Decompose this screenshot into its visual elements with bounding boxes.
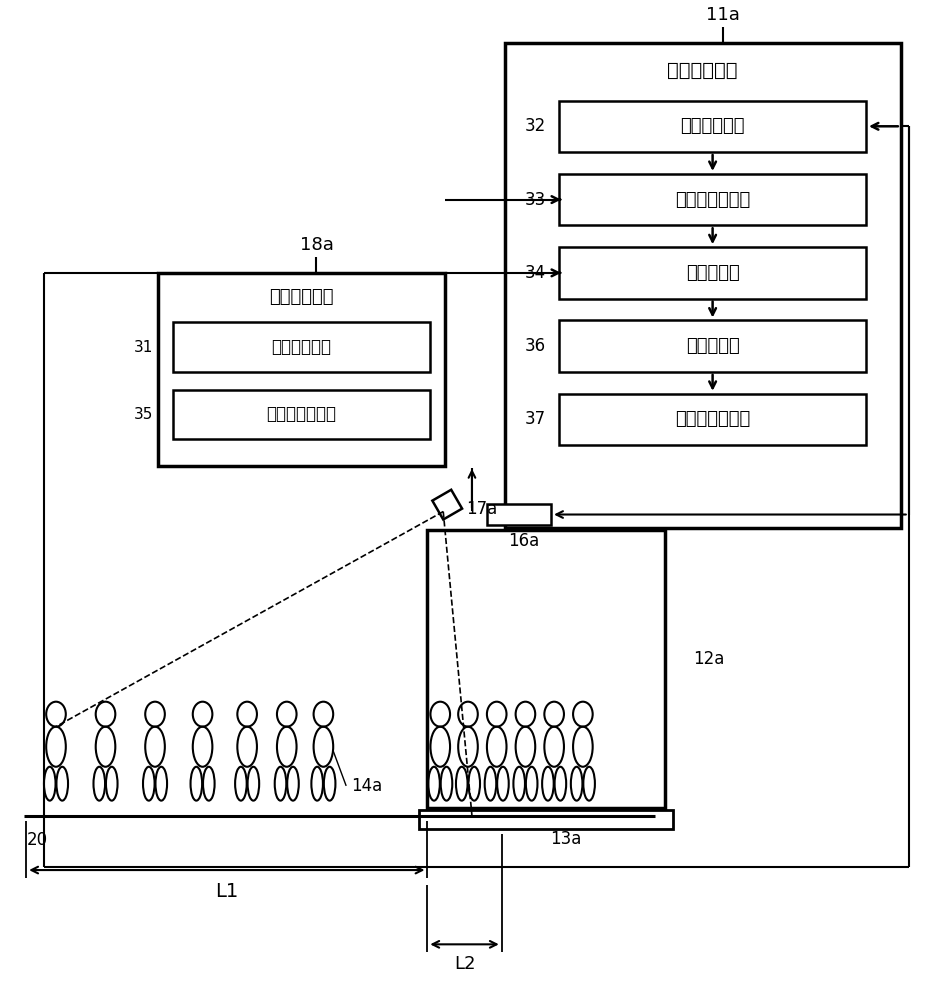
Bar [419, 810, 673, 829]
Text: 11a: 11a [705, 6, 740, 24]
Text: 通知控制部: 通知控制部 [686, 264, 740, 282]
Text: 12a: 12a [693, 650, 724, 668]
Bar [487, 504, 551, 525]
Text: 乘坐率检测部: 乘坐率检测部 [680, 117, 744, 135]
Bar [559, 101, 866, 152]
Text: 运行控制部: 运行控制部 [686, 337, 740, 355]
Text: 20: 20 [26, 831, 48, 849]
Text: 34: 34 [525, 264, 546, 282]
Bar [173, 322, 431, 372]
Text: 35: 35 [134, 407, 153, 422]
Text: 18a: 18a [300, 236, 333, 254]
Text: 31: 31 [134, 340, 153, 355]
Text: L2: L2 [454, 955, 475, 973]
Bar [559, 174, 866, 225]
Bar [559, 394, 866, 445]
Text: 17a: 17a [466, 500, 497, 518]
Text: 36: 36 [525, 337, 546, 355]
Bar [158, 273, 446, 466]
Bar [432, 490, 462, 520]
Bar [173, 390, 431, 439]
Text: 虚拟呼叫登记部: 虚拟呼叫登记部 [675, 410, 750, 428]
Bar [428, 530, 665, 808]
Text: 轿厢控制装置: 轿厢控制装置 [668, 61, 738, 80]
Text: 13a: 13a [550, 830, 582, 848]
Text: 14a: 14a [351, 777, 382, 795]
Text: L1: L1 [215, 882, 238, 901]
Text: 乘梯处检测部: 乘梯处检测部 [272, 338, 332, 356]
Text: 33: 33 [525, 191, 546, 209]
Text: 37: 37 [525, 410, 546, 428]
Text: 图像处理装置: 图像处理装置 [269, 288, 333, 306]
Text: 能否乘坐判定部: 能否乘坐判定部 [675, 191, 750, 209]
Text: 乘坐状态检测部: 乘坐状态检测部 [266, 405, 336, 423]
Text: 32: 32 [525, 117, 546, 135]
Text: 16a: 16a [508, 532, 540, 550]
Bar [504, 43, 900, 528]
Bar [559, 247, 866, 299]
Bar [559, 320, 866, 372]
